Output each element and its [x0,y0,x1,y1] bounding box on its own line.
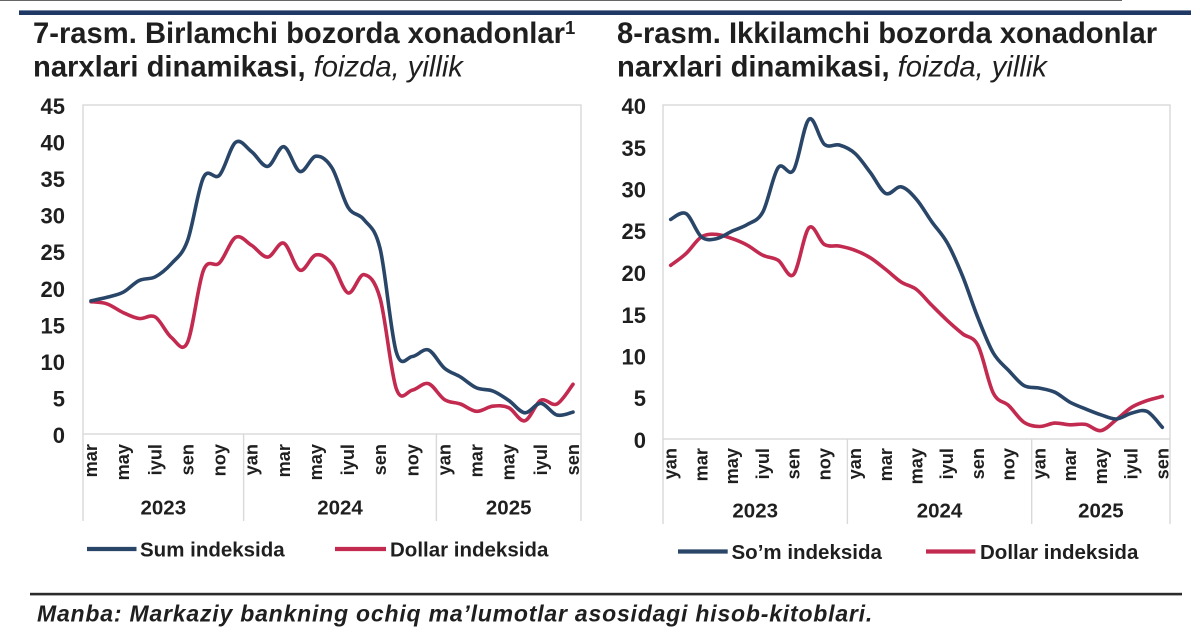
svg-text:yan: yan [1029,448,1049,479]
svg-text:iyul: iyul [531,444,551,475]
svg-text:40: 40 [41,131,65,156]
svg-text:20: 20 [622,261,646,286]
svg-text:may: may [113,443,133,480]
svg-text:2025: 2025 [486,497,532,520]
svg-text:noy: noy [814,447,834,480]
svg-text:mar: mar [81,444,101,477]
svg-text:2024: 2024 [917,500,963,523]
svg-text:25: 25 [622,219,646,244]
svg-text:sen: sen [968,448,988,479]
svg-text:8-rasm. Ikkilamchi bozorda xon: 8-rasm. Ikkilamchi bozorda xonadonlar [617,18,1157,50]
svg-text:iyul: iyul [145,444,165,475]
svg-text:35: 35 [41,167,65,192]
svg-text:yan: yan [435,444,455,475]
svg-text:5: 5 [53,386,65,411]
svg-text:20: 20 [41,277,65,302]
svg-text:40: 40 [622,94,646,119]
svg-text:sen: sen [784,448,804,479]
svg-text:Dollar indeksida: Dollar indeksida [980,541,1139,564]
svg-text:0: 0 [53,423,65,448]
svg-text:yan: yan [845,448,865,479]
svg-text:Dollar indeksida: Dollar indeksida [390,538,549,561]
svg-text:sen: sen [1152,448,1172,479]
svg-text:2024: 2024 [317,497,363,520]
svg-text:iyul: iyul [1122,448,1142,479]
svg-text:mar: mar [691,448,711,481]
svg-text:sen: sen [177,444,197,475]
svg-text:mar: mar [876,448,896,481]
svg-text:7-rasm. Birlamchi bozorda xona: 7-rasm. Birlamchi bozorda xonadonlar1 [33,17,575,50]
svg-text:mar: mar [274,444,294,477]
svg-text:25: 25 [41,240,65,265]
svg-text:45: 45 [41,94,65,119]
svg-text:sen: sen [563,444,583,475]
svg-text:2023: 2023 [732,500,778,523]
svg-text:5: 5 [634,386,646,411]
svg-text:2023: 2023 [140,497,186,520]
svg-text:yan: yan [242,444,262,475]
svg-text:15: 15 [622,303,646,328]
svg-text:narxlari dinamikasi, foizda, y: narxlari dinamikasi, foizda, yillik [617,51,1048,83]
svg-text:mar: mar [467,444,487,477]
svg-text:iyul: iyul [937,448,957,479]
svg-text:yan: yan [661,448,681,479]
svg-text:iyul: iyul [753,448,773,479]
svg-text:2025: 2025 [1078,500,1124,523]
svg-text:noy: noy [999,447,1019,480]
svg-text:Manba: Markaziy bankning ochiq: Manba: Markaziy bankning ochiq ma’lumotl… [37,600,873,626]
svg-text:noy: noy [210,443,230,476]
svg-text:30: 30 [41,204,65,229]
svg-text:iyul: iyul [338,444,358,475]
svg-text:mar: mar [1060,448,1080,481]
svg-text:narxlari dinamikasi, foizda, y: narxlari dinamikasi, foizda, yillik [33,51,464,83]
svg-text:0: 0 [634,428,646,453]
svg-text:may: may [499,443,519,480]
svg-text:So’m indeksida: So’m indeksida [732,541,883,564]
svg-text:10: 10 [622,345,646,370]
svg-text:may: may [1091,447,1111,484]
svg-text:noy: noy [402,443,422,476]
svg-text:sen: sen [370,444,390,475]
svg-text:may: may [907,447,927,484]
svg-text:15: 15 [41,313,65,338]
svg-text:10: 10 [41,350,65,375]
svg-text:may: may [722,447,742,484]
svg-text:Sum indeksida: Sum indeksida [140,538,285,561]
svg-text:35: 35 [622,136,646,161]
svg-text:may: may [306,443,326,480]
svg-text:30: 30 [622,178,646,203]
